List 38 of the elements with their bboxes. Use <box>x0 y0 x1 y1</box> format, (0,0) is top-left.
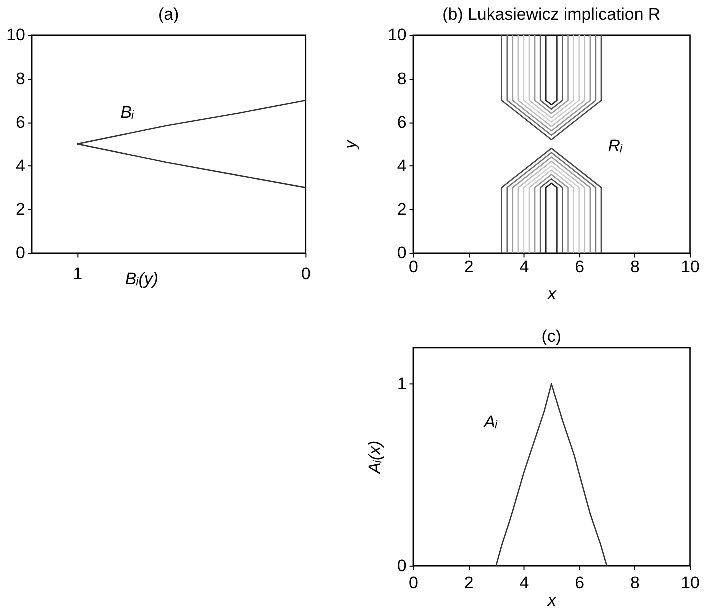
y-tick-label: 6 <box>16 112 26 132</box>
line-series <box>76 100 306 188</box>
x-tick-label: 1 <box>73 264 83 284</box>
y-tick-label: 8 <box>397 69 407 88</box>
y-tick-label: 0 <box>16 244 26 263</box>
x-axis-title: Bᵢ(y) <box>125 270 158 289</box>
y-tick-label: 8 <box>16 69 26 88</box>
annotation: Rᵢ <box>608 136 624 156</box>
x-tick-label: 10 <box>681 573 700 592</box>
x-axis-title: x <box>546 284 557 304</box>
y-tick-label: 4 <box>16 156 26 176</box>
y-tick-label: 2 <box>16 200 26 220</box>
y-tick-label: 4 <box>397 156 407 176</box>
annotation: Bᵢ <box>120 102 136 122</box>
x-tick-label: 4 <box>520 573 530 592</box>
y-axis-title: Aᵢ(x) <box>365 440 384 475</box>
y-tick-label: 6 <box>397 112 407 132</box>
y-tick-label: 10 <box>6 26 26 45</box>
y-tick-label: 0 <box>397 556 407 576</box>
x-tick-label: 2 <box>464 573 474 592</box>
x-tick-label: 6 <box>575 258 585 277</box>
x-tick-label: 8 <box>630 258 640 277</box>
x-tick-label: 8 <box>630 573 640 592</box>
y-axis-title: y <box>341 138 360 150</box>
x-tick-label: 10 <box>681 258 700 277</box>
annotation: Aᵢ <box>483 412 498 432</box>
y-tick-label: 0 <box>397 244 407 263</box>
x-tick-label: 4 <box>520 258 530 277</box>
x-axis-title: x <box>546 591 557 610</box>
y-tick-label: 1 <box>397 374 407 394</box>
chart-title: (b) Lukasiewicz implication R <box>442 5 661 24</box>
y-tick-label: 10 <box>388 26 407 45</box>
x-tick-label: 6 <box>575 573 585 592</box>
chart-title: (c) <box>542 326 562 346</box>
y-tick-label: 2 <box>397 200 407 220</box>
x-tick-label: 2 <box>464 258 474 277</box>
chart-title: (a) <box>158 5 180 24</box>
x-tick-label: 0 <box>301 264 311 284</box>
